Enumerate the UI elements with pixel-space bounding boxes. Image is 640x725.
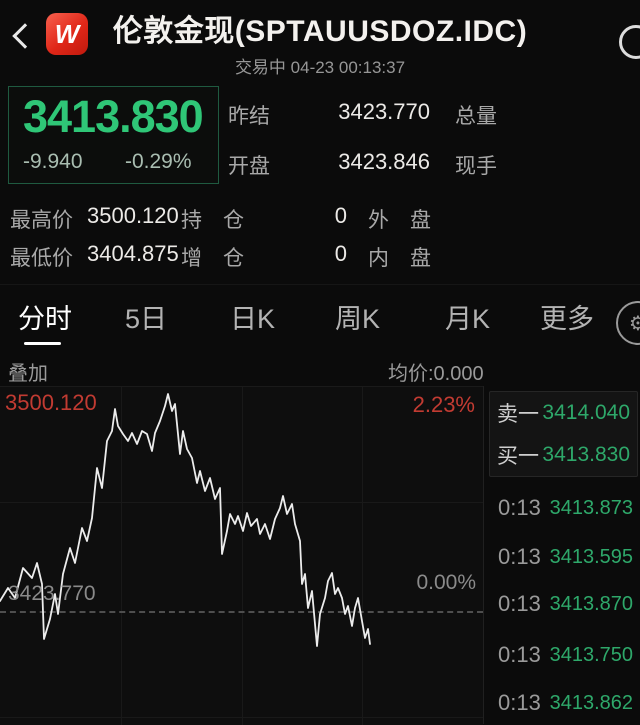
- chart-settings-icon[interactable]: ⚙: [616, 301, 640, 345]
- chart-zero-pct-label: 0.00%: [416, 571, 476, 594]
- tick-row[interactable]: 0:13 3413.862: [489, 689, 638, 717]
- price-line: [0, 393, 371, 647]
- tick-row[interactable]: 0:13 3413.873: [489, 494, 638, 522]
- chart-hgridline: [0, 502, 483, 503]
- order-book-box: 卖一 3414.040 买一 3413.830: [489, 391, 638, 477]
- tick-time: 0:13: [498, 591, 541, 616]
- tick-price: 3413.595: [549, 545, 633, 568]
- oi-change-label: 增 仓: [181, 247, 244, 270]
- chart-hgridline: [0, 717, 483, 718]
- cur-vol-label: 现手: [455, 155, 497, 178]
- volume-label: 总量: [455, 105, 497, 128]
- ask-price: 3414.040: [542, 401, 630, 424]
- chart-high-label: 3500.120: [5, 390, 97, 415]
- tab-weekly-k[interactable]: 周K: [335, 304, 381, 334]
- high-value: 3500.120: [87, 203, 179, 228]
- outer-lots-label: 外 盘: [368, 209, 431, 232]
- period-tabbar: 分时 5日 日K 周K 月K 更多 ⚙: [0, 284, 640, 353]
- tick-row[interactable]: 0:13 3413.750: [489, 641, 638, 669]
- tick-price: 3413.873: [549, 496, 633, 519]
- avg-price-label: 均价:0.000: [388, 363, 484, 385]
- intraday-chart[interactable]: 3500.120 2.23% 3423.770 0.00%: [0, 386, 483, 725]
- tab-daily-k[interactable]: 日K: [230, 304, 276, 334]
- bid-row[interactable]: 买一 3413.830: [490, 434, 637, 476]
- tick-time: 0:13: [498, 495, 541, 520]
- chart-vgridline: [362, 387, 363, 725]
- price-line-svg: [0, 393, 371, 647]
- chart-vgridline: [121, 387, 122, 725]
- order-tick-panel: 卖一 3414.040 买一 3413.830 0:13 3413.873 0:…: [483, 386, 640, 724]
- prev-close-dashed-line: [0, 611, 483, 613]
- inner-lots-label: 内 盘: [368, 247, 431, 270]
- page-title: 伦敦金现(SPTAUUSDOZ.IDC): [112, 15, 528, 48]
- tick-price: 3413.750: [549, 643, 633, 666]
- chart-vgridline: [242, 387, 243, 725]
- tick-time: 0:13: [498, 544, 541, 569]
- oi-change-value: 0: [334, 241, 347, 266]
- tick-price: 3413.870: [549, 592, 633, 615]
- wind-logo-icon: W: [46, 13, 88, 55]
- trading-status: 交易中 04-23 00:13:37: [234, 58, 406, 77]
- tab-monthly-k[interactable]: 月K: [445, 304, 491, 334]
- low-label: 最低价: [10, 247, 73, 270]
- tick-price: 3413.862: [549, 691, 633, 714]
- open-interest-label: 持 仓: [181, 209, 244, 232]
- price-change: -9.940: [23, 150, 83, 173]
- tab-5day[interactable]: 5日: [125, 304, 168, 334]
- tab-more[interactable]: 更多: [540, 304, 594, 334]
- price-change-pct: -0.29%: [125, 150, 192, 173]
- low-value: 3404.875: [87, 241, 179, 266]
- active-tab-underline: [24, 342, 61, 345]
- open-label: 开盘: [228, 155, 270, 178]
- ask-row[interactable]: 卖一 3414.040: [490, 392, 637, 434]
- open-interest-value: 0: [334, 203, 347, 228]
- tick-row[interactable]: 0:13 3413.870: [489, 590, 638, 618]
- chart-high-pct-label: 2.23%: [412, 392, 475, 417]
- bid-price: 3413.830: [542, 443, 630, 466]
- chart-prev-close-label: 3423.770: [8, 582, 96, 605]
- tab-minute[interactable]: 分时: [18, 304, 72, 334]
- prev-settle-label: 昨结: [228, 105, 270, 128]
- last-price: 3413.830: [23, 91, 204, 142]
- high-label: 最高价: [10, 209, 73, 232]
- tick-row[interactable]: 0:13 3413.595: [489, 543, 638, 571]
- last-price-box: 3413.830 -9.940 -0.29%: [8, 86, 219, 184]
- search-icon[interactable]: [619, 25, 640, 59]
- overlay-button[interactable]: 叠加: [8, 363, 48, 385]
- tick-time: 0:13: [498, 642, 541, 667]
- ask-label: 卖一: [497, 403, 539, 426]
- prev-settle-value: 3423.770: [338, 99, 430, 124]
- bid-label: 买一: [497, 445, 539, 468]
- tick-time: 0:13: [498, 690, 541, 715]
- open-value: 3423.846: [338, 149, 430, 174]
